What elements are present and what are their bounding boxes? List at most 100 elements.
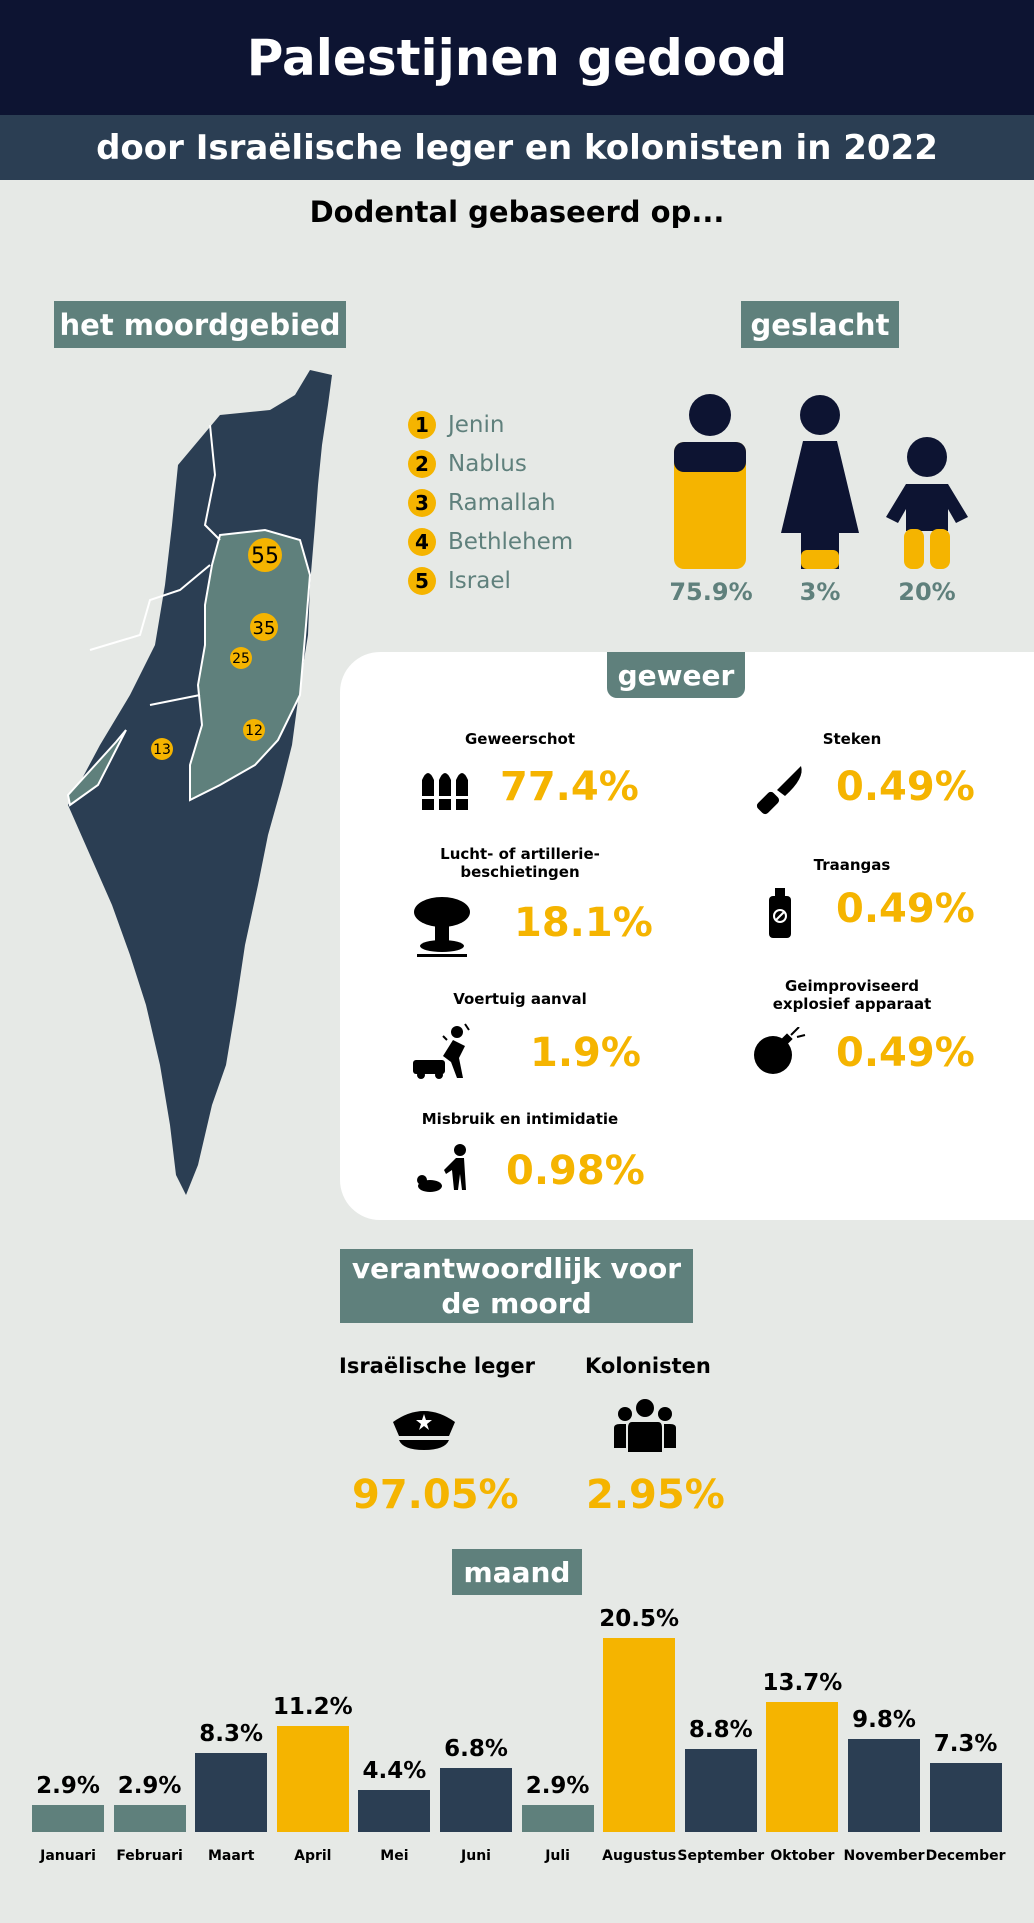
gender-tag: geslacht	[741, 301, 899, 348]
legend-number: 1	[408, 410, 436, 439]
bar-value-label: 20.5%	[599, 1606, 680, 1632]
weapon-pct-ied: 0.49%	[836, 1030, 975, 1076]
weapon-pct-vehicle: 1.9%	[530, 1030, 641, 1076]
weapon-label-shelling-line1: Lucht- of artillerie-	[440, 845, 600, 863]
bar-category-label: Februari	[116, 1848, 183, 1864]
responsible-pct-army: 97.05%	[352, 1472, 519, 1518]
bar-value-label: 9.8%	[852, 1707, 916, 1734]
bar-value-label: 7.3%	[933, 1730, 998, 1757]
responsible-label-army: Israëlische leger	[339, 1354, 536, 1378]
page-subtitle: door Israëlische leger en kolonisten in …	[0, 115, 1034, 180]
bar-juni	[440, 1767, 512, 1832]
legend-item: 1 Jenin	[408, 405, 573, 444]
bar-oktober	[766, 1702, 839, 1832]
gender-pct-child: 20%	[898, 578, 956, 606]
weapons-tag: geweer	[607, 652, 745, 698]
weapons-card	[340, 652, 1034, 1220]
map-border-south	[149, 694, 201, 706]
woman-icon	[781, 395, 859, 569]
tear-gas-icon	[769, 888, 791, 938]
map-graphic: 55 35 25 12 13	[66, 370, 332, 1195]
bar-januari	[32, 1804, 104, 1832]
page-title: Palestijnen gedood	[0, 0, 1034, 115]
knife-icon	[756, 766, 802, 815]
gender-pct-man: 75.9%	[669, 578, 753, 606]
month-tag: maand	[452, 1549, 582, 1595]
bar-category-label: Juni	[461, 1848, 491, 1864]
weapon-label-shelling-line2: beschietingen	[460, 863, 580, 881]
bar-februari	[113, 1804, 186, 1832]
bar-value-label: 8.8%	[688, 1716, 753, 1743]
legend-label: Nablus	[448, 450, 527, 477]
bar-value-label: 2.9%	[525, 1772, 590, 1799]
weapon-label-tear-gas: Traangas	[813, 856, 891, 874]
bomb-icon	[754, 1027, 806, 1074]
bar-category-label: Mei	[380, 1848, 409, 1864]
weapon-pct-gunshot: 77.4%	[500, 764, 639, 810]
bar-value-label: 4.4%	[362, 1758, 427, 1785]
bar-november	[848, 1739, 920, 1832]
abuse-icon	[417, 1144, 466, 1192]
legend-number: 3	[408, 488, 436, 517]
child-icon	[886, 437, 968, 569]
legend-number: 5	[408, 566, 436, 595]
legend-item: 4 Bethlehem	[408, 522, 573, 561]
bar-category-label: December	[925, 1848, 1006, 1864]
weapon-label-stabbing: Steken	[822, 730, 882, 748]
map-border-north	[203, 424, 221, 541]
responsible-tag: verantwoordlijk voor de moord	[340, 1249, 693, 1323]
intro-text: Dodental gebaseerd op...	[309, 195, 725, 229]
group-icon	[614, 1399, 676, 1452]
map-marker-bethlehem: 12	[245, 723, 263, 739]
map-west-bank	[189, 528, 312, 802]
bar-december	[929, 1762, 1002, 1832]
bar-category-label: Maart	[207, 1848, 255, 1864]
bar-category-label: November	[843, 1848, 925, 1864]
responsible-tag-line1: verantwoordlijk voor	[351, 1252, 682, 1285]
bar-value-label: 2.9%	[36, 1772, 100, 1799]
weapon-label-gunshot: Geweerschot	[464, 730, 576, 748]
bar-category-label: Oktober	[770, 1848, 835, 1864]
responsible-tag-line2: de moord	[441, 1287, 592, 1320]
bar-augustus	[603, 1638, 676, 1832]
bar-april	[276, 1726, 349, 1832]
legend-label: Jenin	[448, 411, 505, 438]
bar-value-label: 2.9%	[117, 1772, 182, 1799]
bar-value-label: 8.3%	[199, 1721, 264, 1748]
weapon-pct-tear-gas: 0.49%	[836, 886, 975, 932]
bar-value-label: 6.8%	[444, 1735, 508, 1762]
bar-category-label: Augustus	[602, 1848, 677, 1864]
weapon-label-abuse: Misbruik en intimidatie	[421, 1110, 619, 1128]
explosion-icon	[414, 897, 470, 957]
weapon-label-ied-line1: Geimproviseerd	[784, 977, 920, 995]
map-marker-jenin: 55	[251, 544, 279, 569]
vehicle-attack-icon	[413, 1023, 470, 1079]
bar-mei	[358, 1790, 431, 1832]
weapon-pct-stabbing: 0.49%	[836, 764, 975, 810]
map-marker-nablus: 35	[253, 618, 276, 639]
map-marker-ramallah: 25	[232, 651, 250, 667]
bar-september	[684, 1748, 757, 1832]
weapon-pct-shelling: 18.1%	[514, 900, 653, 946]
weapon-label-vehicle: Voertuig aanval	[453, 990, 587, 1008]
legend-label: Bethlehem	[448, 528, 574, 555]
map-border-mid	[89, 564, 211, 651]
legend-number: 2	[408, 449, 436, 478]
legend-item: 3 Ramallah	[408, 483, 573, 522]
map-gaza	[66, 729, 127, 807]
region-legend: 1 Jenin 2 Nablus 3 Ramallah 4 Bethlehem 5 Isr…	[408, 405, 573, 600]
map-marker-israel: 13	[153, 742, 171, 758]
region-tag: het moordgebied	[54, 301, 346, 348]
bullets-icon	[420, 773, 470, 810]
bar-value-label: 13.7%	[762, 1670, 843, 1697]
weapon-label-shelling: Lucht- of artillerie-beschietingen	[420, 845, 620, 881]
gender-pct-woman: 3%	[799, 578, 841, 606]
weapon-label-ied-line2: explosief apparaat	[772, 995, 932, 1013]
bar-category-label: Juli	[545, 1848, 570, 1864]
bar-value-label: 11.2%	[272, 1694, 353, 1720]
responsible-pct-settlers: 2.95%	[586, 1472, 725, 1518]
legend-label: Israel	[448, 567, 511, 594]
police-cap-icon	[393, 1411, 455, 1450]
bar-juli	[521, 1804, 594, 1832]
weapon-pct-abuse: 0.98%	[506, 1148, 645, 1194]
